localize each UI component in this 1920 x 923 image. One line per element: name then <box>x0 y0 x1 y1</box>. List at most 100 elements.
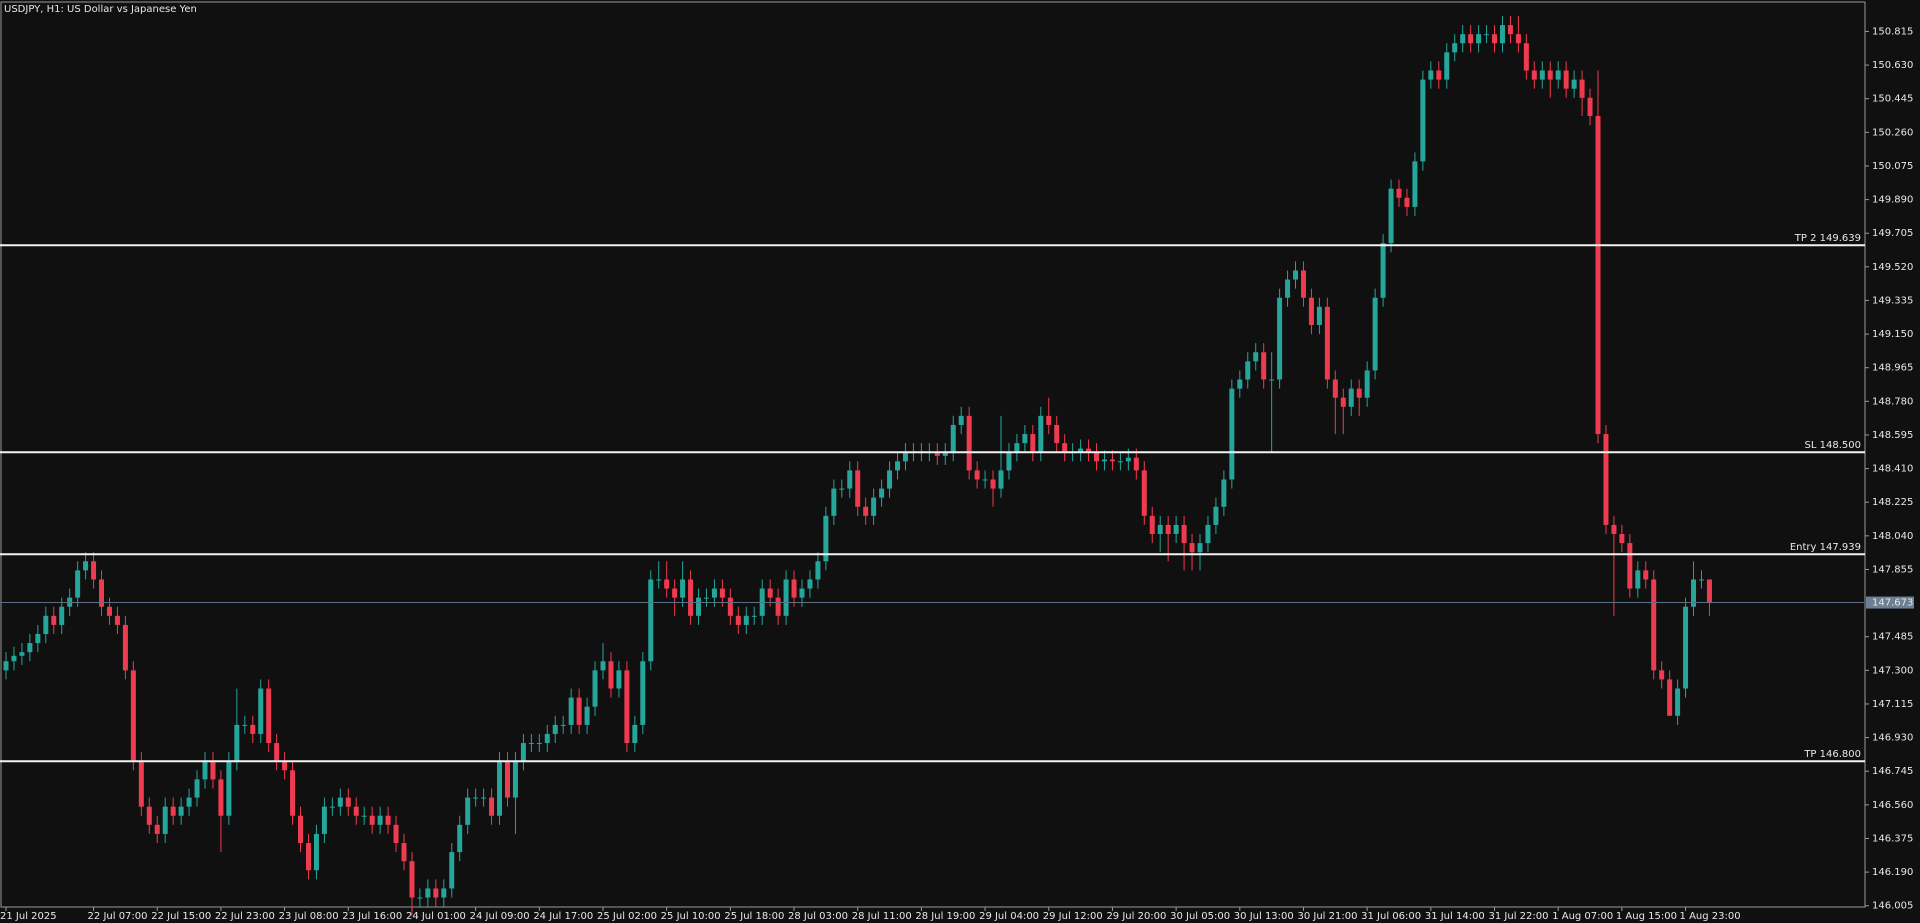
candle-body <box>1619 534 1625 544</box>
candle-body <box>783 579 789 616</box>
level-label: SL 148.500 <box>1805 440 1861 451</box>
x-tick-label: 25 Jul 10:00 <box>661 911 721 922</box>
candle-body <box>552 724 558 734</box>
candle-body <box>385 815 391 825</box>
candle-body <box>1253 352 1259 362</box>
candle-body <box>1579 79 1585 98</box>
candle-body <box>1014 443 1020 453</box>
y-tick-label: 149.335 <box>1872 295 1913 306</box>
x-tick-label: 23 Jul 16:00 <box>342 911 402 922</box>
candle-body <box>934 452 940 456</box>
candle-body <box>1563 70 1569 89</box>
candle-body <box>990 479 996 489</box>
candle-body <box>1452 43 1458 53</box>
candle-body <box>1133 457 1139 471</box>
candle-body <box>1428 70 1434 80</box>
candle-body <box>902 452 908 462</box>
y-tick-label: 148.410 <box>1872 464 1913 475</box>
candle-body <box>887 470 893 489</box>
y-tick-label: 148.225 <box>1872 497 1913 508</box>
candle-body <box>1340 397 1346 407</box>
candle-body <box>1245 361 1251 380</box>
candle-body <box>1316 306 1322 325</box>
candle-body <box>1038 415 1044 453</box>
candle-body <box>1101 459 1107 462</box>
candle-body <box>43 615 49 634</box>
x-tick-label: 22 Jul 15:00 <box>151 911 211 922</box>
candle-body <box>871 497 877 516</box>
candle-body <box>1125 457 1131 462</box>
candle-body <box>1659 670 1665 680</box>
candle-body <box>544 733 550 744</box>
candle-body <box>1412 161 1418 207</box>
candle-body <box>75 570 81 598</box>
candle-body <box>1086 448 1092 453</box>
x-tick-label: 1 Aug 23:00 <box>1680 911 1741 922</box>
candle-body <box>592 670 598 707</box>
x-tick-label: 22 Jul 23:00 <box>215 911 275 922</box>
candle-body <box>727 597 733 616</box>
candle-body <box>1706 579 1712 604</box>
candle-body <box>863 506 869 516</box>
chart-title: USDJPY, H1: US Dollar vs Japanese Yen <box>4 4 197 15</box>
candle-body <box>401 843 407 862</box>
candle-body <box>616 670 622 689</box>
candle-body <box>1181 524 1187 544</box>
candle-body <box>154 824 160 834</box>
candle-body <box>11 655 17 662</box>
candle-body <box>497 761 503 816</box>
candle-body <box>242 724 248 726</box>
y-tick-label: 146.005 <box>1872 901 1913 912</box>
y-tick-label: 150.260 <box>1872 127 1913 138</box>
candle-body <box>1555 70 1561 80</box>
candle-body <box>305 843 311 871</box>
candle-body <box>202 761 208 780</box>
candle-body <box>59 606 65 625</box>
y-tick-label: 149.520 <box>1872 262 1913 273</box>
candle-body <box>361 815 367 817</box>
candle-body <box>1261 352 1267 380</box>
x-tick-label: 30 Jul 21:00 <box>1297 911 1357 922</box>
y-tick-label: 148.595 <box>1872 430 1913 441</box>
y-tick-label: 147.855 <box>1872 564 1913 575</box>
x-tick-label: 22 Jul 07:00 <box>88 911 148 922</box>
level-label: Entry 147.939 <box>1790 542 1861 553</box>
candle-body <box>489 797 495 816</box>
x-tick-label: 21 Jul 2025 <box>0 911 57 922</box>
candle-body <box>799 588 805 598</box>
x-tick-label: 24 Jul 01:00 <box>406 911 466 922</box>
candle-body <box>162 806 168 834</box>
candle-body <box>409 861 415 898</box>
candle-body <box>1165 524 1171 535</box>
candle-body <box>1149 515 1155 535</box>
current-price-box <box>1866 596 1914 609</box>
y-tick-label: 148.780 <box>1872 396 1913 407</box>
candle-body <box>711 588 717 598</box>
y-tick-label: 149.890 <box>1872 195 1913 206</box>
candle-body <box>114 615 120 625</box>
candle-body <box>1277 297 1283 380</box>
candle-body <box>1078 448 1084 453</box>
candle-body <box>274 743 280 762</box>
candle-body <box>1683 606 1689 689</box>
candle-body <box>3 661 9 671</box>
candle-body <box>1643 570 1649 580</box>
candle-body <box>974 470 980 480</box>
candle-body <box>1293 270 1299 280</box>
level-label: TP 2 149.639 <box>1794 233 1861 244</box>
candle-body <box>1539 70 1545 80</box>
candle-body <box>99 579 105 607</box>
candle-body <box>1269 379 1275 381</box>
candle-body <box>1484 34 1490 36</box>
candle-body <box>560 724 566 726</box>
candle-body <box>457 824 463 853</box>
x-tick-label: 1 Aug 15:00 <box>1616 911 1677 922</box>
candle-body <box>449 852 455 889</box>
y-tick-label: 148.965 <box>1872 363 1913 374</box>
candle-body <box>1675 688 1681 716</box>
candle-body <box>465 797 471 825</box>
candle-body <box>1348 388 1354 407</box>
candle-body <box>966 415 972 471</box>
